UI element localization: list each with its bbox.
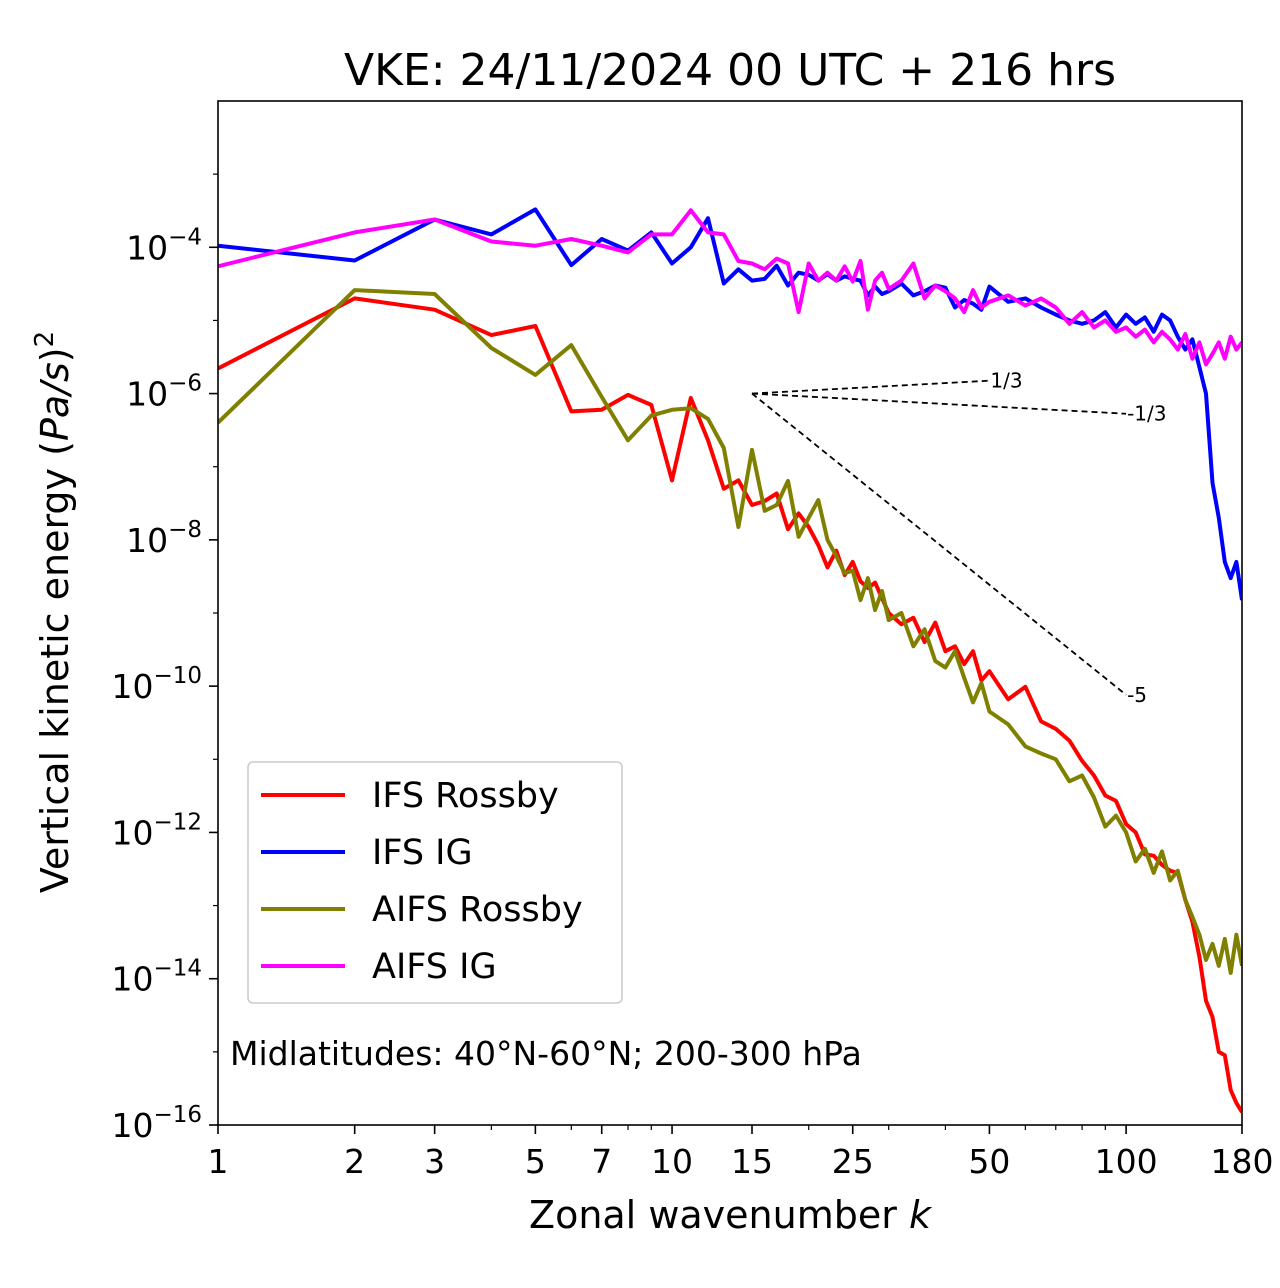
x-axis-label: Zonal wavenumber k (529, 1193, 933, 1237)
y-tick-exponent: −8 (168, 517, 202, 543)
x-axis-label-italic: k (909, 1193, 933, 1237)
y-tick-label: 10−16 (111, 1102, 202, 1145)
x-tick-label: 50 (968, 1142, 1010, 1181)
x-tick-label: 1 (208, 1142, 229, 1181)
x-tick-label: 15 (731, 1142, 773, 1181)
y-tick-label: 10−4 (126, 224, 202, 267)
y-axis-label-close: ) (33, 347, 77, 362)
y-tick-label: 10−12 (111, 809, 202, 852)
legend-label-aifs-ig: AIFS IG (372, 947, 497, 987)
x-tick-label: 7 (591, 1142, 612, 1181)
legend-box (247, 761, 623, 1004)
legend-label-ifs-ig: IFS IG (372, 833, 473, 873)
x-axis-label-text: Zonal wavenumber (529, 1193, 909, 1237)
reference-line-5 (751, 392, 1127, 696)
reference-label-1-3: 1/3 (990, 369, 1022, 393)
legend: IFS Rossby IFS IG AIFS Rossby AIFS IG (247, 761, 623, 1004)
y-tick-label: 10−6 (126, 371, 202, 414)
reference-slopes: 1/3 -1/3 -5 (751, 369, 1167, 707)
series-line-aifs-ig (218, 208, 1242, 367)
reference-label-5: -5 (1127, 683, 1147, 707)
x-tick-label: 100 (1095, 1142, 1158, 1181)
chart-title: VKE: 24/11/2024 00 UTC + 216 hrs (344, 45, 1116, 96)
y-tick-exponent: −10 (153, 663, 202, 689)
y-tick-exponent: −14 (153, 956, 202, 982)
x-tick-label: 2 (344, 1142, 365, 1181)
y-tick-exponent: −6 (168, 371, 202, 397)
legend-items: IFS Rossby IFS IG AIFS Rossby AIFS IG (261, 776, 583, 987)
y-tick-base: 10 (126, 228, 168, 267)
y-tick-exponent: −12 (153, 809, 202, 835)
region-annotation: Midlatitudes: 40°N-60°N; 200-300 hPa (230, 1034, 862, 1073)
y-tick-label: 10−8 (126, 517, 202, 560)
x-tick-label: 10 (651, 1142, 693, 1181)
y-tick-base: 10 (111, 813, 153, 852)
y-tick-base: 10 (126, 375, 168, 414)
legend-label-ifs-rossby: IFS Rossby (372, 776, 559, 816)
y-axis-label-main: Vertical kinetic energy ( (33, 441, 77, 893)
reference-label-1-3: -1/3 (1127, 402, 1166, 426)
y-tick-label: 10−14 (111, 956, 202, 999)
y-tick-exponent: −4 (168, 224, 202, 250)
y-tick-base: 10 (126, 521, 168, 560)
x-tick-label: 25 (832, 1142, 874, 1181)
y-tick-base: 10 (111, 667, 153, 706)
y-axis-label-unit: Pa/s (33, 362, 77, 441)
y-tick-base: 10 (111, 1106, 153, 1145)
legend-label-aifs-rossby: AIFS Rossby (372, 890, 583, 930)
y-tick-base: 10 (111, 960, 153, 999)
series-line-ifs-ig (218, 207, 1242, 601)
series-line-ifs-rossby (218, 296, 1242, 1114)
x-tick-label: 180 (1211, 1142, 1274, 1181)
y-tick-exponent: −16 (153, 1102, 202, 1128)
reference-line-1-3 (751, 392, 1127, 415)
series-line-aifs-rossby (218, 288, 1242, 975)
y-axis-label-exponent: 2 (30, 331, 60, 348)
series-layer (218, 207, 1242, 1114)
y-tick-label: 10−10 (111, 663, 202, 706)
y-axis-label: Vertical kinetic energy (Pa/s)2 (30, 331, 77, 893)
x-tick-label: 5 (525, 1142, 546, 1181)
x-axis-ticks: 1 2 3 5 7 10 15 25 50 100 180 (208, 1125, 1274, 1181)
x-tick-label: 3 (424, 1142, 445, 1181)
